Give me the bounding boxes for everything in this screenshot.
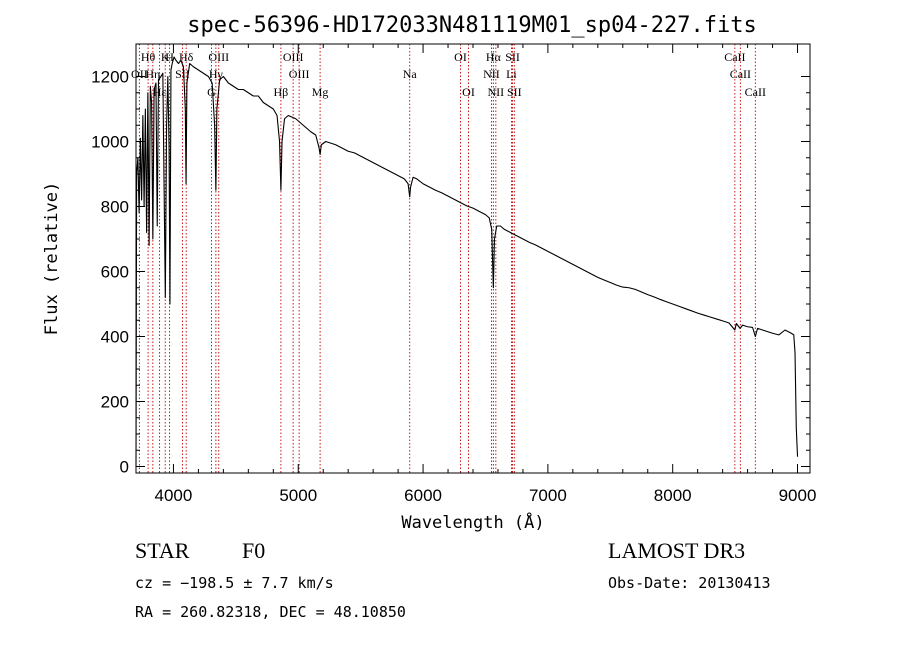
line-label: Hγ: [209, 67, 224, 81]
line-label: OI: [462, 85, 475, 99]
line-label: CaII: [745, 85, 766, 99]
line-markers: [138, 44, 756, 473]
line-label: OI: [454, 50, 467, 64]
x-tick-label: 8000: [654, 486, 692, 505]
line-label: Hθ: [141, 50, 156, 64]
line-label: G: [207, 85, 216, 99]
line-label: CaII: [730, 67, 751, 81]
y-tick-label: 600: [101, 263, 129, 282]
x-tick-label: 7000: [529, 486, 567, 505]
line-label: OIII: [283, 50, 304, 64]
y-tick-label: 400: [101, 328, 129, 347]
line-label: OIII: [208, 50, 229, 64]
line-label: K: [161, 50, 170, 64]
line-label: Li: [506, 67, 517, 81]
line-label: Mg: [312, 85, 329, 99]
line-label: SII: [507, 85, 522, 99]
line-label: SII: [175, 67, 190, 81]
obs-date: Obs-Date: 20130413: [608, 574, 771, 592]
plot-frame: [135, 43, 811, 474]
y-tick-label: 1200: [91, 68, 129, 87]
line-label: SII: [505, 50, 520, 64]
y-tick-label: 1000: [91, 133, 129, 152]
line-label: Hβ: [274, 85, 289, 99]
y-tick-label: 200: [101, 393, 129, 412]
coordinates: RA = 260.82318, DEC = 48.10850: [135, 603, 406, 621]
line-label: H: [165, 50, 174, 64]
line-label: NII: [488, 85, 505, 99]
object-class: STAR: [135, 538, 190, 563]
spectral-subclass: F0: [242, 538, 266, 563]
axis-ticks: 4000 5000 6000 7000 8000 9000 0 200 400 600 800 100…: [91, 44, 816, 505]
line-label: Hδ: [179, 50, 194, 64]
survey-name: LAMOST DR3: [608, 538, 746, 563]
x-tick-label: 5000: [279, 486, 317, 505]
y-tick-label: 0: [120, 458, 129, 477]
line-label: NII: [483, 67, 500, 81]
redshift-value: cz = −198.5 ± 7.7 km/s: [135, 574, 334, 592]
x-tick-label: 9000: [779, 486, 817, 505]
series-layer: [135, 56, 799, 467]
line-label: Hε: [153, 85, 167, 99]
x-tick-label: 4000: [155, 486, 193, 505]
line-label: Na: [403, 67, 418, 81]
y-tick-label: 800: [101, 198, 129, 217]
x-tick-label: 6000: [404, 486, 442, 505]
line-label: Hη: [145, 67, 160, 81]
line-label: OII: [131, 67, 148, 81]
line-label: Hα: [486, 50, 502, 64]
y-axis-label: Flux (relative): [42, 182, 62, 336]
line-label: OIII: [289, 67, 310, 81]
x-axis-label: Wavelength (Å): [401, 511, 544, 533]
line-label: CaII: [724, 50, 745, 64]
series-line: [135, 56, 799, 467]
chart-title: spec-56396-HD172033N481119M01_sp04-227.f…: [187, 13, 757, 38]
